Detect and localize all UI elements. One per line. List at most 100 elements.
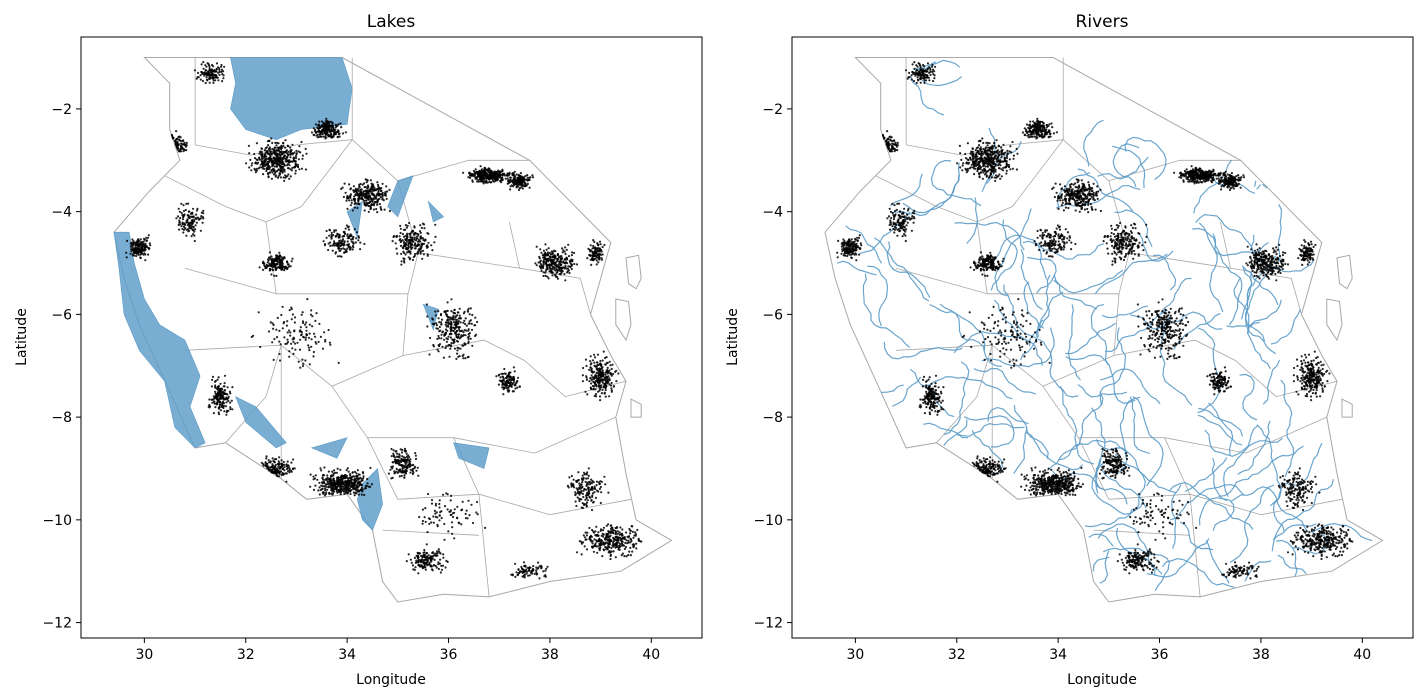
point-marker [304,147,307,150]
point-marker [336,131,340,134]
point-marker [453,308,456,311]
point-marker [595,263,598,266]
point-marker [398,456,401,459]
point-marker [292,157,295,160]
point-marker [175,130,178,133]
point-marker [502,173,505,176]
point-marker [213,402,216,405]
point-marker [551,274,554,277]
point-marker [349,188,352,191]
point-marker [509,381,512,384]
point-marker [214,386,217,389]
point-marker [440,516,443,520]
point-marker [569,262,572,265]
point-marker [176,215,180,218]
point-marker [591,488,594,491]
point-marker [562,261,565,264]
point-marker [267,152,270,155]
point-marker [349,204,352,207]
point-marker [597,371,600,374]
point-marker [463,329,466,332]
point-marker [615,543,619,547]
point-marker [349,247,352,250]
point-marker [279,255,282,258]
point-marker [346,247,349,250]
point-marker [308,332,311,335]
point-marker [582,471,586,474]
point-marker [592,239,595,242]
point-marker [587,491,590,494]
point-marker [518,385,521,388]
point-marker [347,483,350,486]
point-marker [286,331,289,334]
point-marker [274,465,277,468]
point-marker [184,145,187,148]
point-marker [511,172,514,175]
point-marker [309,485,312,488]
point-marker [355,474,358,477]
point-marker [132,252,135,255]
point-marker [470,174,473,177]
point-marker [280,144,283,147]
point-marker [600,539,603,542]
point-marker [519,172,523,175]
point-marker [281,160,284,164]
point-marker [425,246,429,249]
point-marker [539,259,542,262]
point-marker [605,381,608,384]
point-marker [499,180,502,183]
point-marker [275,328,278,331]
point-marker [338,479,341,482]
point-marker [347,485,350,488]
point-marker [424,239,427,242]
point-marker [331,475,334,478]
point-marker [436,554,439,557]
point-marker [517,185,520,188]
point-marker [625,531,628,534]
point-marker [268,167,271,171]
point-marker [424,520,427,524]
point-marker [471,521,475,525]
point-marker [593,254,597,257]
point-marker [328,341,331,344]
point-marker [353,206,356,209]
point-marker [586,257,589,260]
point-marker [474,316,477,319]
point-marker [330,492,333,495]
point-marker [495,375,498,378]
point-marker [590,545,594,548]
point-marker [402,456,405,459]
point-marker [411,240,414,243]
point-marker [568,259,571,263]
point-marker [598,240,602,243]
point-marker [318,493,321,496]
point-marker [570,254,574,257]
point-marker [179,223,182,226]
point-marker [455,323,458,326]
point-marker [220,63,223,67]
point-marker [605,538,608,541]
point-marker [436,550,439,553]
point-marker [359,248,362,251]
point-marker [471,313,474,317]
point-marker [362,199,366,202]
point-marker [214,384,217,387]
point-marker [440,510,443,513]
point-marker [593,377,596,380]
point-marker [291,143,294,146]
point-marker [209,75,212,78]
point-marker [345,224,348,227]
point-marker [217,376,220,379]
point-marker [441,564,445,567]
point-marker [282,168,285,171]
point-marker [607,538,610,542]
point-marker [407,454,410,457]
point-marker [321,476,324,479]
point-marker [326,474,329,477]
point-marker [263,149,266,152]
point-marker [552,262,555,265]
point-marker [265,169,268,173]
point-marker [452,329,455,332]
point-marker [608,378,611,381]
point-marker [593,370,596,373]
